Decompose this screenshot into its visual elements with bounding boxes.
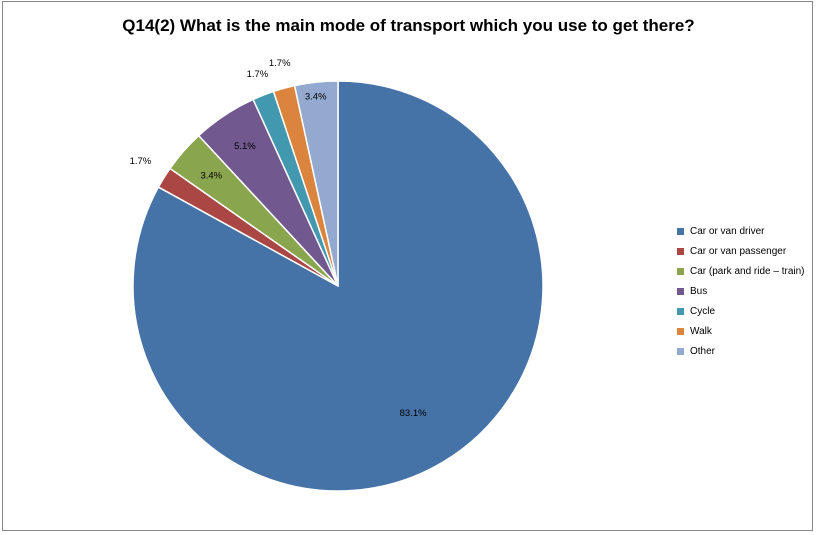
legend-item-car-or-van-passenger: Car or van passenger [677, 241, 805, 261]
legend-item-walk: Walk [677, 321, 805, 341]
legend-label: Other [690, 345, 716, 357]
legend-label: Bus [690, 285, 708, 297]
legend-swatch [677, 267, 684, 275]
data-label-car-or-van-passenger: 1.7% [130, 156, 152, 167]
legend-item-car-park-and-ride-train: Car (park and ride – train) [677, 261, 805, 281]
legend-item-car-or-van-driver: Car or van driver [677, 221, 805, 241]
legend-item-other: Other [677, 341, 805, 361]
chart-title: Q14(2) What is the main mode of transpor… [122, 16, 695, 35]
legend-item-cycle: Cycle [677, 301, 805, 321]
legend-item-bus: Bus [677, 281, 805, 301]
legend-swatch [677, 347, 684, 355]
legend-swatch [677, 247, 684, 255]
pie-slice-other [293, 80, 339, 287]
chart-legend: Car or van driver Car or van passenger Car… [677, 221, 805, 361]
legend-label: Walk [690, 325, 712, 337]
data-label-walk: 1.7% [269, 58, 291, 69]
legend-label: Car (park and ride – train) [690, 265, 805, 277]
pie-chart: 83.1%1.7%3.4%5.1%1.7%1.7%3.4% [130, 58, 544, 492]
legend-swatch [677, 287, 684, 295]
legend-label: Car or van passenger [690, 245, 787, 257]
data-label-cycle: 1.7% [247, 69, 269, 80]
legend-label: Cycle [690, 305, 716, 317]
legend-swatch [677, 307, 684, 315]
data-label-other: 3.4% [305, 91, 327, 102]
legend-label: Car or van driver [690, 225, 765, 237]
legend-swatch [677, 227, 684, 235]
data-label-car-or-van-driver: 83.1% [400, 408, 427, 419]
legend-swatch [677, 327, 684, 335]
data-label-car-park-and-ride-train: 3.4% [200, 171, 222, 182]
data-label-bus: 5.1% [234, 141, 256, 152]
